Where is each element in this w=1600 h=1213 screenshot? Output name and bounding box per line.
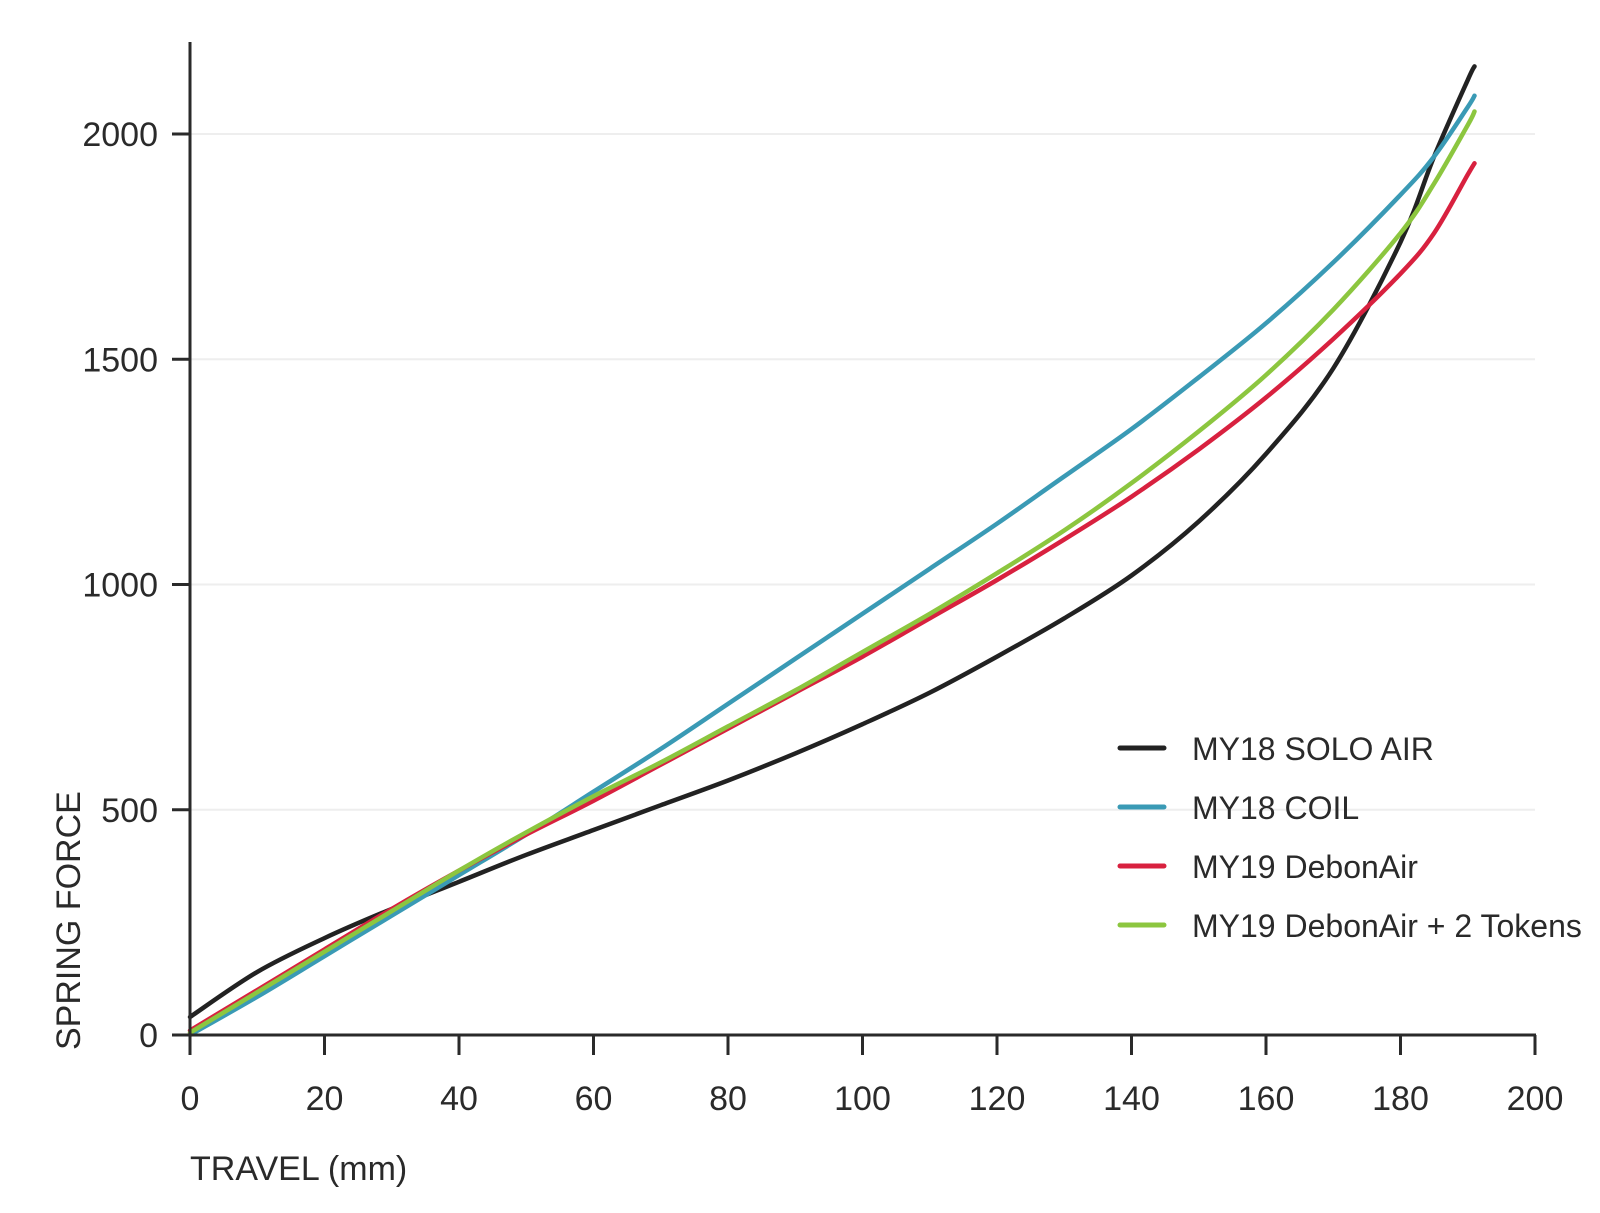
y-tick-label-500: 500 bbox=[101, 792, 158, 830]
x-tick-label-20: 20 bbox=[306, 1080, 344, 1118]
axes bbox=[188, 42, 1536, 1037]
x-tick-label-160: 160 bbox=[1238, 1080, 1295, 1118]
x-tick-label-0: 0 bbox=[181, 1080, 200, 1118]
series-layer bbox=[187, 64, 1477, 1038]
x-tick-label-180: 180 bbox=[1372, 1080, 1429, 1118]
x-tick-label-140: 140 bbox=[1103, 1080, 1160, 1118]
x-tick-label-80: 80 bbox=[709, 1080, 747, 1118]
x-tick-label-200: 200 bbox=[1507, 1080, 1564, 1118]
x-tick-label-120: 120 bbox=[969, 1080, 1026, 1118]
x-axis-ticks: 0 20 40 60 80 100 120 140 160 180 200 bbox=[181, 1035, 1564, 1118]
grid-lines bbox=[190, 133, 1535, 811]
y-tick-label-1000: 1000 bbox=[82, 567, 158, 605]
legend: MY18 SOLO AIR MY18 COIL MY19 DebonAir MY19 … bbox=[1117, 731, 1582, 944]
legend-label-my19-debonair: MY19 DebonAir bbox=[1192, 849, 1418, 885]
legend-label-my19-debonair-2-tokens: MY19 DebonAir + 2 Tokens bbox=[1192, 908, 1582, 944]
y-axis-ticks: 0 500 1000 1500 2000 bbox=[82, 116, 190, 1055]
y-tick-label-2000: 2000 bbox=[82, 116, 158, 154]
x-axis-title: TRAVEL (mm) bbox=[190, 1150, 407, 1188]
y-tick-label-0: 0 bbox=[139, 1017, 158, 1055]
x-tick-label-40: 40 bbox=[440, 1080, 478, 1118]
x-tick-label-100: 100 bbox=[834, 1080, 891, 1118]
legend-label-my18-solo-air: MY18 SOLO AIR bbox=[1192, 731, 1434, 767]
x-tick-label-60: 60 bbox=[575, 1080, 613, 1118]
y-axis-title: SPRING FORCE bbox=[50, 791, 88, 1050]
series-line-my19-debonair bbox=[187, 161, 1477, 1033]
legend-label-my18-coil: MY18 COIL bbox=[1192, 790, 1359, 826]
series-line-my18-coil bbox=[187, 93, 1477, 1038]
y-tick-label-1500: 1500 bbox=[82, 341, 158, 379]
series-line-my19-debonair-2-tokens bbox=[187, 109, 1477, 1035]
